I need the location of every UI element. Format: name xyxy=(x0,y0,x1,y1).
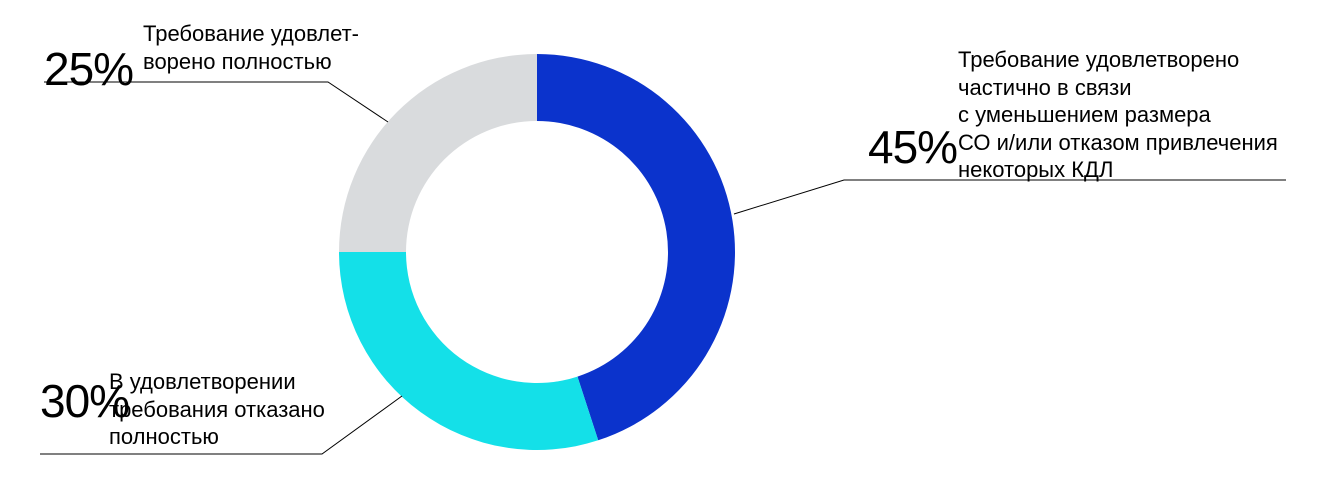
leader-line-partial xyxy=(734,180,1286,214)
percent-label-partial: 45% xyxy=(868,120,957,174)
donut-chart-stage: 45%Требование удовлетвореночастично в св… xyxy=(0,0,1329,504)
donut-slice-denied xyxy=(339,252,598,450)
donut-slice-full xyxy=(339,54,537,252)
slice-label-partial: Требование удовлетвореночастично в связи… xyxy=(958,46,1278,184)
percent-label-full: 25% xyxy=(44,42,133,96)
slice-label-denied: В удовлетворениитребования отказанополно… xyxy=(109,368,325,451)
slice-label-full: Требование удовлет-ворено полностью xyxy=(143,20,359,75)
